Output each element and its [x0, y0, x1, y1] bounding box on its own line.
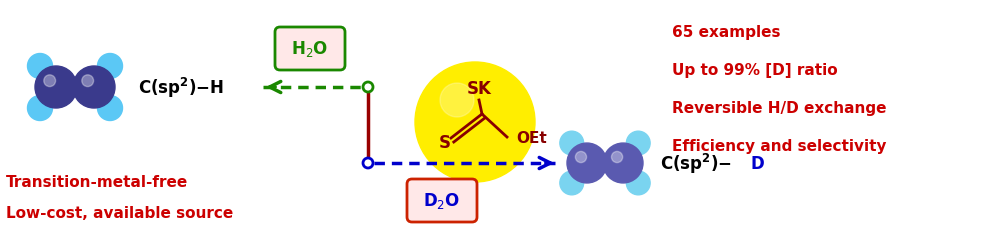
Circle shape	[415, 63, 535, 182]
Circle shape	[567, 144, 607, 183]
Circle shape	[363, 158, 373, 168]
Circle shape	[612, 152, 622, 163]
Text: D$_2$O: D$_2$O	[424, 191, 460, 211]
Text: Reversible H/D exchange: Reversible H/D exchange	[672, 101, 886, 116]
Circle shape	[98, 96, 123, 121]
Circle shape	[98, 54, 123, 79]
Circle shape	[28, 96, 52, 121]
Circle shape	[575, 152, 587, 163]
Circle shape	[82, 76, 94, 87]
Circle shape	[28, 54, 52, 79]
Circle shape	[43, 76, 55, 87]
Text: $\mathbf{C(sp^2){-}H}$: $\mathbf{C(sp^2){-}H}$	[138, 76, 224, 100]
Circle shape	[35, 67, 77, 108]
Text: Efficiency and selectivity: Efficiency and selectivity	[672, 139, 886, 154]
Circle shape	[603, 144, 643, 183]
Text: Low-cost, available source: Low-cost, available source	[6, 206, 233, 220]
Circle shape	[363, 83, 373, 93]
Text: Up to 99% [D] ratio: Up to 99% [D] ratio	[672, 63, 838, 78]
Circle shape	[560, 172, 584, 195]
Text: $\mathbf{C(sp^2){-}}$: $\mathbf{C(sp^2){-}}$	[660, 151, 732, 175]
Text: H$_2$O: H$_2$O	[291, 39, 329, 59]
FancyBboxPatch shape	[275, 28, 345, 71]
Circle shape	[73, 67, 115, 108]
Text: $\mathbf{D}$: $\mathbf{D}$	[750, 154, 765, 172]
Circle shape	[626, 132, 650, 155]
Text: OEt: OEt	[516, 131, 546, 146]
Text: S: S	[439, 134, 451, 152]
Text: SK: SK	[466, 80, 491, 98]
FancyBboxPatch shape	[407, 179, 477, 222]
Text: Transition-metal-free: Transition-metal-free	[6, 175, 189, 190]
Circle shape	[560, 132, 584, 155]
Circle shape	[626, 172, 650, 195]
Circle shape	[440, 84, 474, 117]
Text: 65 examples: 65 examples	[672, 26, 781, 40]
